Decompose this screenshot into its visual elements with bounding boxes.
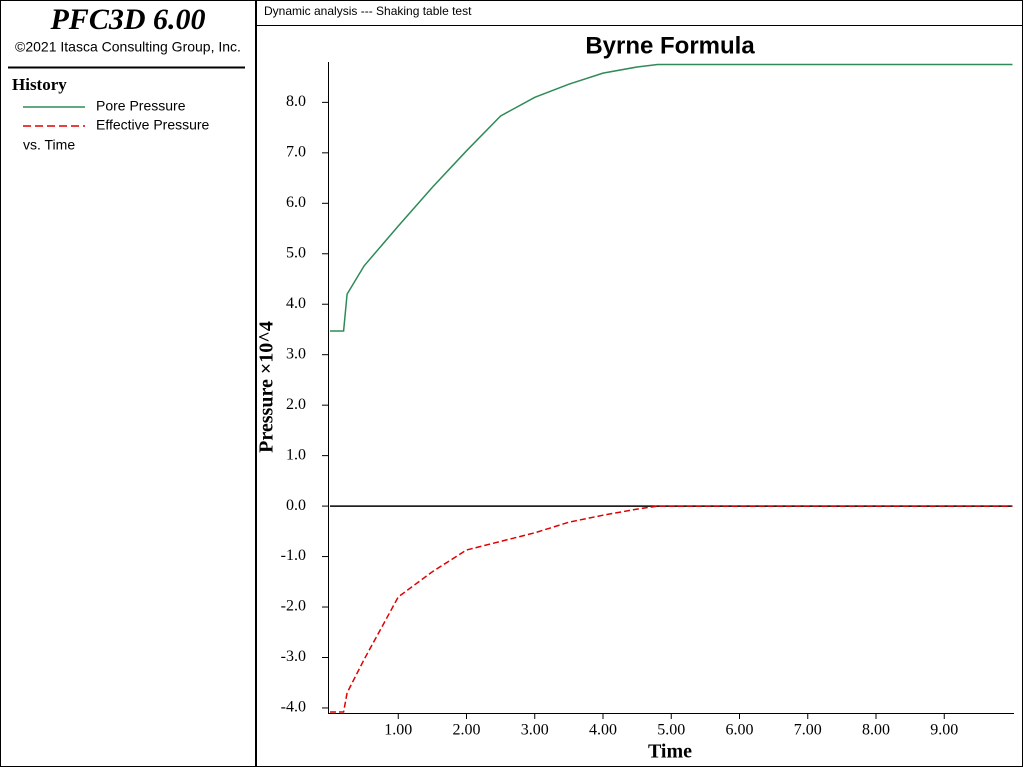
x-axis-label: Time bbox=[648, 741, 692, 763]
y-tick-label: -1.0 bbox=[281, 547, 306, 564]
y-tick-label: 8.0 bbox=[286, 93, 306, 110]
plot-panel bbox=[256, 0, 1023, 767]
copyright: ©2021 Itasca Consulting Group, Inc. bbox=[15, 39, 241, 55]
side-panel bbox=[0, 0, 256, 767]
series-line bbox=[330, 63, 1013, 332]
history-footer: vs. Time bbox=[23, 137, 75, 153]
x-tick-label: 9.00 bbox=[930, 722, 958, 739]
x-tick-label: 5.00 bbox=[657, 722, 685, 739]
app-title: PFC3D 6.00 bbox=[49, 3, 205, 36]
y-tick-label: 6.0 bbox=[286, 194, 306, 211]
y-tick-label: 3.0 bbox=[286, 345, 306, 362]
y-tick-label: 1.0 bbox=[286, 446, 306, 463]
x-tick-label: 1.00 bbox=[384, 722, 412, 739]
x-tick-label: 6.00 bbox=[726, 722, 754, 739]
x-tick-label: 3.00 bbox=[521, 722, 549, 739]
y-tick-label: -4.0 bbox=[281, 699, 306, 716]
legend-label: Pore Pressure bbox=[96, 98, 186, 114]
chart-title: Byrne Formula bbox=[585, 32, 755, 59]
y-tick-label: -2.0 bbox=[281, 598, 306, 615]
y-axis-label: Pressure ×10^4 bbox=[256, 321, 278, 453]
y-tick-label: 0.0 bbox=[286, 497, 306, 514]
series-line bbox=[330, 505, 1013, 713]
legend-label: Effective Pressure bbox=[96, 117, 210, 133]
x-tick-label: 4.00 bbox=[589, 722, 617, 739]
y-tick-label: 5.0 bbox=[286, 244, 306, 261]
x-tick-label: 2.00 bbox=[453, 722, 481, 739]
header-caption: Dynamic analysis --- Shaking table test bbox=[264, 4, 472, 18]
x-tick-label: 8.00 bbox=[862, 722, 890, 739]
y-tick-label: 2.0 bbox=[286, 396, 306, 413]
y-tick-label: 4.0 bbox=[286, 295, 306, 312]
y-tick-label: -3.0 bbox=[281, 648, 306, 665]
y-tick-label: 7.0 bbox=[286, 144, 306, 161]
history-heading: History bbox=[12, 75, 67, 94]
x-tick-label: 7.00 bbox=[794, 722, 822, 739]
